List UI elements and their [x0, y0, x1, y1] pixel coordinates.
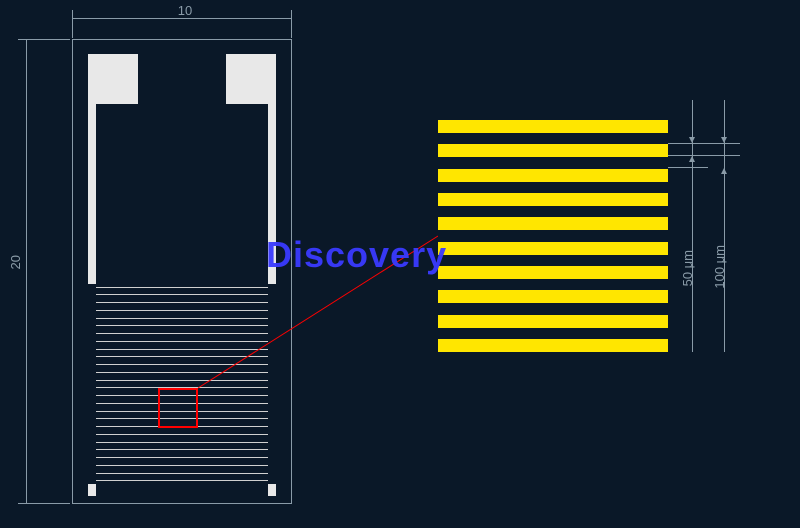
trace-vert-left	[88, 104, 96, 284]
zoom-stripe-gap	[438, 255, 668, 267]
trace-stub-right	[268, 484, 276, 496]
electrode-finger	[88, 323, 276, 329]
zoom-stripe-yellow	[438, 193, 668, 206]
dim-top-line	[72, 18, 292, 19]
electrode-finger	[88, 431, 276, 437]
electrode-finger	[88, 439, 276, 445]
electrode-finger	[88, 455, 276, 461]
zoom-stripe-gap	[438, 303, 668, 315]
dim-top-tick-r	[291, 10, 292, 38]
zoom-stripe-yellow	[438, 266, 668, 279]
zoom-stripe-gap	[438, 182, 668, 194]
electrode-finger	[88, 346, 276, 352]
zoom-stripe-gap	[438, 157, 668, 169]
dim-top-label: 10	[170, 3, 200, 18]
zoom-stripe-yellow	[438, 169, 668, 182]
electrode-finger	[88, 292, 276, 298]
dim-left-line	[26, 39, 27, 504]
electrode-finger	[88, 478, 276, 484]
dim-left-label: 20	[8, 255, 23, 269]
electrode-finger	[88, 447, 276, 453]
zoom-stripe-yellow	[438, 144, 668, 157]
zoom-stripe-gap	[438, 206, 668, 218]
dim-top-tick-l	[72, 10, 73, 38]
zoom-stripe-gap	[438, 133, 668, 145]
zoom-stripe-yellow	[438, 242, 668, 255]
zoom-stripe-gap	[438, 328, 668, 340]
zoom-dim100-arr-bot	[721, 168, 727, 174]
watermark-text: Discovery	[266, 234, 447, 276]
electrode-finger	[88, 462, 276, 468]
electrode-finger	[88, 284, 276, 290]
zoom-stripe-yellow	[438, 290, 668, 303]
electrode-finger	[88, 300, 276, 306]
electrode-finger	[88, 315, 276, 321]
contact-pad-left	[88, 54, 138, 104]
electrode-finger	[88, 338, 276, 344]
electrode-finger	[88, 331, 276, 337]
trace-stub-left	[88, 484, 96, 496]
zoom-ext-2	[668, 155, 740, 156]
contact-pad-right	[226, 54, 276, 104]
zoom-dim50-label: 50 μm	[680, 250, 695, 286]
electrode-finger	[88, 369, 276, 375]
dim-left-tick-b	[18, 503, 70, 504]
zoom-dim100-arr-top	[721, 137, 727, 143]
electrode-finger	[88, 307, 276, 313]
zoom-ext-3	[668, 167, 708, 168]
dim-left-tick-t	[18, 39, 70, 40]
zoom-dim50-arr-bot	[689, 156, 695, 162]
zoom-stripe-gap	[438, 230, 668, 242]
electrode-finger	[88, 470, 276, 476]
zoom-stripe-yellow	[438, 120, 668, 133]
zoom-panel	[438, 120, 668, 352]
electrode-finger	[88, 362, 276, 368]
electrode-finger	[88, 354, 276, 360]
zoom-stripe-gap	[438, 279, 668, 291]
zoom-stripe-yellow	[438, 315, 668, 328]
zoom-ext-1	[668, 143, 740, 144]
zoom-dim50-arr-top	[689, 137, 695, 143]
zoom-selection-box	[158, 388, 198, 428]
electrode-finger	[88, 377, 276, 383]
zoom-stripe-yellow	[438, 217, 668, 230]
electrode-region	[88, 284, 276, 484]
zoom-dim100-label: 100 μm	[712, 245, 727, 289]
zoom-stripe-yellow	[438, 339, 668, 352]
